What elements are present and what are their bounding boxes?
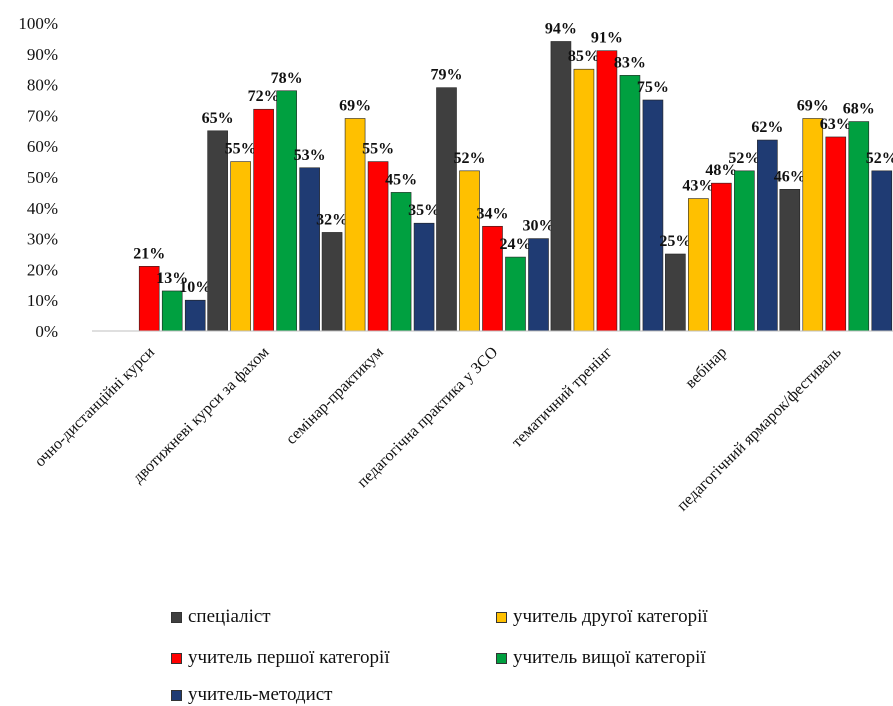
bar: [230, 161, 251, 332]
x-tick-label: тематичний тренінг: [509, 344, 616, 451]
bar: [734, 170, 755, 332]
bar: [688, 198, 709, 332]
y-tick-label: 30%: [27, 230, 58, 249]
data-label: 91%: [591, 30, 623, 47]
data-label: 55%: [362, 141, 394, 158]
data-label: 75%: [637, 79, 669, 96]
bar: [413, 222, 435, 332]
y-tick-label: 10%: [27, 291, 58, 310]
bar: [321, 232, 343, 332]
x-tick-label: двотижневі курси за фахом: [130, 344, 273, 487]
bar: [253, 108, 274, 332]
data-label: 13%: [156, 270, 188, 287]
y-tick-label: 50%: [27, 168, 58, 187]
data-label: 63%: [820, 116, 852, 133]
bar: [825, 136, 847, 332]
data-label: 10%: [179, 279, 211, 296]
data-label: 45%: [385, 171, 417, 188]
bar: [436, 87, 457, 332]
data-label: 43%: [682, 178, 714, 195]
data-label: 34%: [477, 205, 509, 222]
bar: [802, 118, 824, 332]
bar: [299, 167, 320, 332]
data-label: 62%: [751, 119, 783, 136]
data-label: 65%: [202, 110, 234, 127]
bar: [505, 256, 526, 332]
data-label: 69%: [339, 97, 371, 114]
data-label: 32%: [316, 211, 348, 228]
y-tick-label: 90%: [27, 45, 58, 64]
x-tick-label: семінар-практикум: [283, 344, 387, 448]
bar: [573, 68, 595, 332]
y-tick-label: 60%: [27, 137, 58, 156]
data-label: 25%: [659, 233, 691, 250]
bar: [550, 41, 572, 332]
data-label: 78%: [271, 70, 303, 87]
data-label: 30%: [523, 218, 555, 235]
bar: [528, 238, 549, 332]
y-tick-label: 100%: [18, 14, 58, 33]
bar: [459, 170, 480, 332]
data-label: 21%: [133, 245, 165, 262]
bar: [665, 253, 686, 332]
data-label: 53%: [294, 147, 326, 164]
data-label: 85%: [568, 48, 600, 65]
y-tick-label: 40%: [27, 199, 58, 218]
y-tick-label: 80%: [27, 76, 58, 95]
data-label: 83%: [614, 54, 646, 71]
bar: [779, 189, 801, 332]
bar: [871, 170, 893, 332]
data-label: 94%: [545, 20, 577, 37]
y-tick-label: 20%: [27, 260, 58, 279]
bar: [276, 90, 297, 332]
data-label: 79%: [431, 67, 463, 84]
bar: [184, 299, 206, 332]
data-label: 52%: [866, 150, 893, 167]
data-label: 52%: [728, 150, 760, 167]
x-tick-label: вебінар: [682, 344, 730, 392]
data-label: 52%: [454, 150, 486, 167]
bar: [207, 130, 228, 332]
data-label: 48%: [705, 162, 737, 179]
bar: [161, 290, 183, 332]
y-tick-label: 70%: [27, 106, 58, 125]
data-label: 24%: [500, 236, 532, 253]
bar: [619, 75, 641, 332]
data-label: 46%: [774, 168, 806, 185]
bar: [596, 50, 618, 332]
bar: [642, 99, 664, 332]
data-label: 55%: [225, 141, 257, 158]
y-tick-label: 0%: [35, 322, 58, 341]
data-label: 72%: [248, 88, 280, 105]
data-label: 69%: [797, 97, 829, 114]
bar: [711, 182, 732, 332]
y-axis: 0% 10% 20% 30% 40% 50% 60% 70% 80% 90% 100%: [18, 14, 58, 341]
data-label: 68%: [843, 101, 875, 118]
bars: 21% 13%10% 65% 55% 72%78% 53% 32% 69% 55% 45% 35% 7…: [133, 20, 893, 332]
x-tick-label: очно-дистанційні курси: [31, 343, 158, 470]
data-label: 35%: [408, 202, 440, 219]
